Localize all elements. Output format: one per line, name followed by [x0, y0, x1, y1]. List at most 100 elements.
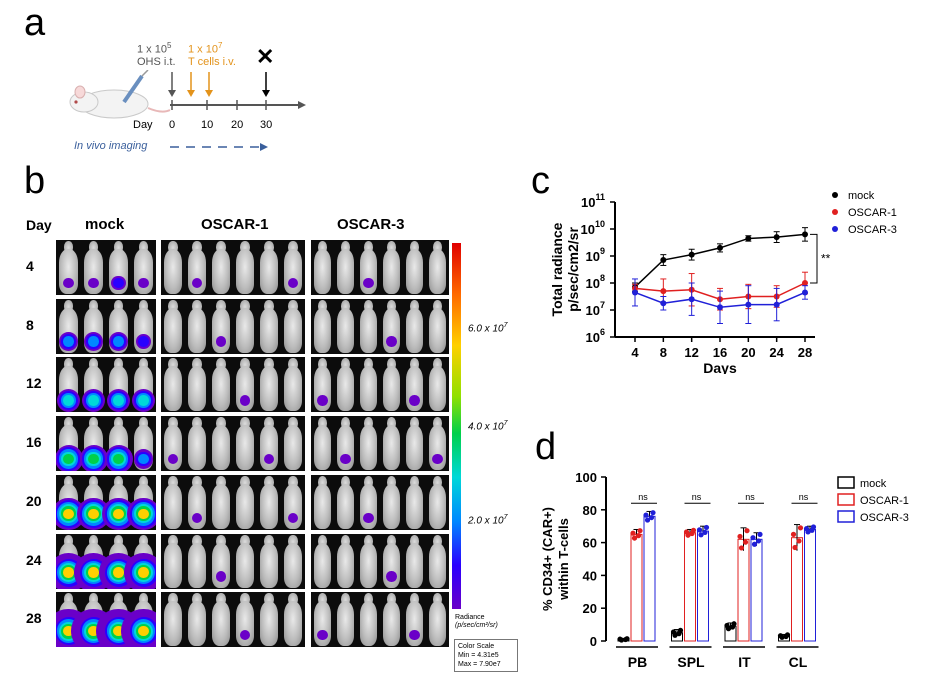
data-dot: [624, 636, 630, 642]
data-dot: [702, 529, 708, 535]
bar-oscar-1-cl: [791, 537, 803, 642]
data-dot: [683, 529, 690, 535]
data-point-oscar-1-day-8: [660, 288, 667, 295]
legend-marker-oscar-3: [832, 226, 838, 232]
y-tick-base: 10: [581, 195, 595, 210]
data-point-mock-day-12: [688, 251, 695, 258]
y-axis-label-line2: p/sec/cm2/sr: [565, 227, 581, 312]
legend-label-oscar-1: OSCAR-1: [848, 207, 897, 219]
category-label-pb: PB: [628, 654, 647, 670]
significance-label-spl: ns: [692, 492, 702, 502]
timeline-day-label: Day: [133, 119, 153, 131]
imaging-panel-mock-day-12: [56, 357, 156, 413]
x-tick-label-4: 4: [631, 345, 639, 360]
data-point-mock-day-16: [717, 244, 723, 251]
data-dot: [696, 527, 703, 533]
y-tick-base: 10: [586, 303, 600, 318]
legend-label-mock: mock: [848, 190, 875, 202]
imaging-panel-oscar1-day-12: [161, 357, 305, 413]
bar-oscar-3-pb: [643, 515, 656, 642]
timeline-tick-0: 0: [169, 119, 176, 131]
data-dot: [751, 541, 758, 547]
significance-bracket: [810, 233, 818, 284]
y-tick-label-20: 20: [583, 601, 597, 616]
imaging-panel-oscar3-day-16: [311, 416, 449, 472]
x-tick-label-24: 24: [769, 345, 784, 360]
y-axis-label-line1: % CD34+ (CAR+): [540, 507, 555, 611]
timeline-tick-20: 20: [231, 119, 244, 131]
data-dot: [777, 633, 784, 639]
imaging-row-day-8: 8: [26, 316, 34, 333]
y-tick-label-10e10: 1010: [581, 219, 605, 237]
imaging-panel-mock-day-20: [56, 474, 156, 530]
panel-b-letter: b: [24, 160, 46, 202]
y-axis-label-line2: within T-cells: [556, 518, 571, 601]
data-dot: [737, 533, 743, 540]
data-dot: [630, 530, 636, 536]
y-axis-label-line1: Total radiance: [549, 222, 565, 316]
data-dot: [744, 528, 750, 534]
bar-oscar-1-spl: [684, 532, 696, 642]
timeline-tick-10: 10: [201, 119, 214, 131]
imaging-panel-oscar3-day-20: [311, 474, 449, 530]
imaging-panel-mock-day-28: [56, 592, 156, 648]
imaging-panel-oscar1-day-16: [161, 416, 305, 472]
y-tick-label-10e7: 107: [586, 300, 605, 318]
data-dot: [742, 539, 749, 545]
data-point-oscar-3-day-24: [773, 301, 780, 308]
data-point-mock-day-8: [660, 257, 667, 264]
legend-label-oscar-3: OSCAR-3: [860, 512, 909, 524]
significance-label-cl: ns: [799, 492, 809, 502]
imaging-panel-oscar1-day-8: [161, 298, 305, 354]
end-x-icon: ✕: [256, 44, 275, 69]
y-tick-label-10e9: 109: [586, 246, 605, 264]
legend-marker-oscar-1: [832, 209, 838, 215]
y-tick-base: 10: [586, 249, 600, 264]
data-point-oscar-3-day-8: [660, 300, 667, 307]
y-tick-base: 10: [586, 330, 600, 345]
y-tick-exp: 10: [595, 219, 605, 229]
legend-swatch-oscar-3: [837, 510, 855, 523]
category-label-spl: SPL: [677, 654, 705, 670]
data-point-mock-day-20: [745, 235, 752, 242]
data-dot: [690, 527, 697, 533]
imaging-panel-oscar3-day-8: [311, 298, 449, 354]
significance-label-pb: ns: [638, 492, 648, 502]
radiance-colorbar: [452, 243, 461, 609]
legend-label-oscar-1: OSCAR-1: [860, 495, 909, 507]
data-dot: [644, 517, 651, 523]
significance-label-it: ns: [745, 492, 755, 502]
data-dot: [738, 545, 745, 551]
y-tick-label-0: 0: [590, 634, 597, 649]
y-tick-exp: 7: [600, 300, 605, 310]
imaging-row-day-24: 24: [26, 551, 42, 568]
legend-label-mock: mock: [860, 478, 887, 490]
colorbar-unit-label: Radiance (p/sec/cm²/sr): [455, 614, 498, 629]
imaging-panel-oscar1-day-20: [161, 474, 305, 530]
data-dot: [635, 533, 642, 539]
data-dot: [617, 636, 623, 642]
y-tick-label-10e8: 108: [586, 273, 605, 291]
data-dot: [731, 621, 737, 627]
data-dot: [755, 538, 762, 544]
imaging-arrow: [170, 143, 268, 151]
data-dot: [670, 629, 677, 635]
tcell-dose-label: 1 x 107 T cells i.v.: [188, 41, 236, 68]
y-tick-label-80: 80: [583, 503, 597, 518]
imaging-panel-mock-day-24: [56, 533, 156, 589]
colorbar-tick-6e7: 6.0 x 107: [468, 322, 508, 335]
imaging-panel-oscar3-day-24: [311, 533, 449, 589]
group-header-mock: mock: [85, 216, 125, 233]
mouse-illustration: [69, 70, 171, 119]
legend-label-oscar-3: OSCAR-3: [848, 224, 897, 236]
y-tick-label-40: 40: [583, 568, 597, 583]
imaging-panel-mock-day-16: [56, 416, 156, 472]
data-dot: [637, 528, 643, 534]
data-dot: [677, 627, 684, 633]
day-column-header: Day: [26, 217, 52, 233]
colorbar-tick-4e7: 4.0 x 107: [468, 420, 508, 433]
y-tick-label-60: 60: [583, 536, 597, 551]
imaging-panel-oscar1-day-28: [161, 592, 305, 648]
data-dot: [810, 524, 817, 530]
